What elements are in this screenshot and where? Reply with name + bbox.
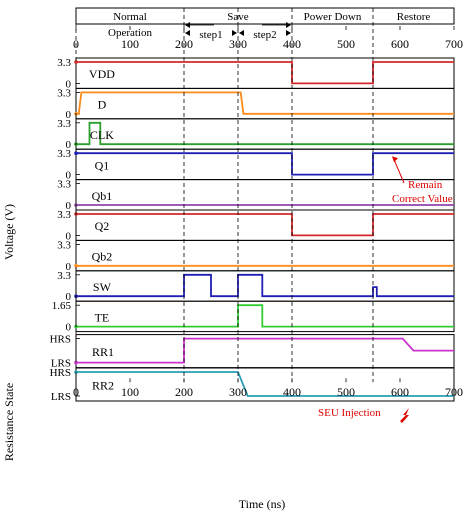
panel-d: 3.3 0 D [57, 87, 455, 121]
series-line-sw [76, 273, 454, 298]
annotation-remain-line2: Correct Value [392, 193, 453, 205]
bottom-tick-label-100: 100 [121, 385, 139, 399]
subphase-arrowhead-left-step1 [185, 30, 190, 36]
subphase-arrowhead-left-step2 [239, 30, 244, 36]
ytick-bottom-q1: 0 [66, 170, 72, 182]
subphase-label-step2: step2 [253, 29, 276, 41]
ytick-top-q2: 3.3 [57, 209, 71, 221]
series-label-qb2: Qb2 [92, 250, 113, 264]
phase-label-normal: Normal [113, 11, 147, 23]
phase-label-normal-line2: Operation [108, 27, 152, 39]
ytick-bottom-d: 0 [66, 109, 72, 121]
series-label-qb1: Qb1 [92, 189, 113, 203]
bottom-tick-label-0: 0 [73, 385, 79, 399]
ytick-top-vdd: 3.3 [57, 57, 71, 69]
panel-rr2: HRS LRS RR2 [50, 367, 455, 403]
series-start-marker-q1 [74, 151, 78, 155]
ytick-top-d: 3.3 [57, 87, 71, 99]
ytick-bottom-qb1: 0 [66, 200, 72, 212]
panel-te: 1.65 0 TE [52, 300, 455, 334]
series-line-q2 [76, 213, 454, 237]
subphase-label-step1: step1 [199, 29, 222, 41]
series-line-rr1 [76, 337, 454, 364]
ytick-bottom-te: 0 [66, 322, 72, 334]
ytick-bottom-qb2: 0 [66, 261, 72, 273]
panel-q2: 3.3 0 Q2 [57, 209, 455, 242]
ytick-top-qb2: 3.3 [57, 239, 71, 251]
panel-qb1: 3.3 0 Qb1 [57, 179, 455, 212]
top-tick-label-700: 700 [445, 37, 463, 51]
subphase-arrowhead-right-step2 [286, 30, 291, 36]
subphase-arrowhead-right-step1 [232, 30, 237, 36]
series-label-te: TE [95, 310, 110, 324]
annotation-seu-injection: SEU Injection [318, 407, 381, 419]
panel-q1: 3.3 0 Q1 [57, 148, 455, 182]
save-arrowhead-left [185, 22, 190, 28]
phase-divider-lines [75, 8, 374, 383]
annotation-remain-line1: Remain [408, 179, 443, 191]
series-label-d: D [98, 98, 107, 112]
ytick-bottom-rr2: LRS [51, 391, 71, 403]
remain-arrow-line [392, 157, 405, 184]
panel-rr1: HRS LRS RR1 [50, 334, 455, 370]
series-line-vdd [76, 61, 454, 85]
top-tick-label-500: 500 [337, 37, 355, 51]
seu-bolt-icon [400, 408, 409, 423]
series-line-te [76, 304, 454, 328]
annotations: Remain Correct Value SEU Injection [318, 156, 453, 423]
bottom-tick-label-600: 600 [391, 385, 409, 399]
phase-label-restore: Restore [397, 11, 431, 23]
series-line-rr2 [76, 371, 454, 397]
x-axis: 0 100 200 300 400 500 600 700 [73, 378, 463, 399]
series-start-marker-vdd [74, 60, 78, 64]
y-axis-label-voltage: Voltage (V) [2, 204, 16, 260]
ytick-bottom-clk: 0 [66, 139, 72, 151]
series-start-marker-rr1 [74, 360, 78, 365]
ytick-top-clk: 3.3 [57, 118, 71, 130]
ytick-top-q1: 3.3 [57, 148, 71, 160]
ytick-top-sw: 3.3 [57, 270, 71, 282]
x-axis-label: Time (ns) [239, 497, 286, 511]
bottom-tick-label-400: 400 [283, 385, 301, 399]
top-tick-label-100: 100 [121, 37, 139, 51]
bottom-tick-label-200: 200 [175, 385, 193, 399]
panel-vdd: 3.3 0 VDD [57, 57, 455, 90]
bottom-tick-label-700: 700 [445, 385, 463, 399]
ytick-top-rr2: HRS [50, 367, 71, 379]
series-label-q1: Q1 [95, 158, 110, 172]
panel-qb2: 3.3 0 Qb2 [57, 239, 455, 273]
series-label-vdd: VDD [89, 67, 115, 81]
series-line-d [76, 91, 454, 115]
ytick-bottom-sw: 0 [66, 291, 72, 303]
series-label-clk: CLK [90, 128, 114, 142]
series-label-sw: SW [93, 280, 112, 294]
ytick-bottom-q2: 0 [66, 230, 72, 242]
series-label-rr2: RR2 [92, 379, 114, 393]
save-arrowhead-right [286, 22, 291, 28]
ytick-top-qb1: 3.3 [57, 179, 71, 191]
panel-clk: 3.3 0 CLK [57, 118, 455, 151]
series-line-q1 [76, 152, 454, 176]
ytick-bottom-vdd: 0 [66, 78, 72, 90]
panel-frame-rr2 [75, 367, 455, 402]
bottom-tick-label-500: 500 [337, 385, 355, 399]
series-start-marker-qb2 [74, 264, 78, 268]
ytick-bottom-rr1: LRS [51, 358, 71, 370]
ytick-top-rr1: HRS [50, 334, 71, 346]
series-label-rr1: RR1 [92, 345, 114, 359]
phase-label-power-down: Power Down [304, 11, 362, 23]
signal-panels: 3.30VDD3.30D3.30CLK3.30Q13.30Qb13.30Q23.… [50, 57, 455, 403]
bottom-tick-label-300: 300 [229, 385, 247, 399]
ytick-top-te: 1.65 [52, 300, 72, 312]
top-tick-label-600: 600 [391, 37, 409, 51]
series-line-clk [76, 121, 454, 146]
panel-sw: 3.3 0 SW [57, 270, 455, 303]
remain-arrowhead [392, 156, 398, 163]
y-axis-label-resistance: Resistance State [2, 383, 16, 461]
series-label-q2: Q2 [95, 219, 110, 233]
